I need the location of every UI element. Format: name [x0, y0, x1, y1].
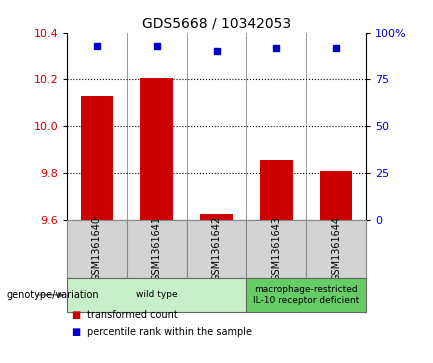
Bar: [81, 96, 113, 220]
Bar: [246, 220, 306, 278]
Text: GSM1361643: GSM1361643: [271, 216, 281, 281]
Text: wild type: wild type: [136, 290, 178, 299]
Text: GSM1361644: GSM1361644: [331, 216, 341, 281]
Bar: [200, 214, 233, 220]
Text: GSM1361642: GSM1361642: [211, 216, 222, 281]
Bar: [187, 220, 246, 278]
Bar: [246, 278, 366, 312]
Text: GSM1361641: GSM1361641: [152, 216, 162, 281]
Text: transformed count: transformed count: [87, 310, 178, 320]
Text: macrophage-restricted
IL-10 receptor deficient: macrophage-restricted IL-10 receptor def…: [253, 285, 359, 305]
Bar: [320, 171, 352, 220]
Bar: [67, 278, 246, 312]
Text: percentile rank within the sample: percentile rank within the sample: [87, 327, 252, 337]
Bar: [140, 78, 173, 220]
Text: GSM1361640: GSM1361640: [92, 216, 102, 281]
Text: genotype/variation: genotype/variation: [6, 290, 99, 300]
Title: GDS5668 / 10342053: GDS5668 / 10342053: [142, 16, 291, 30]
Bar: [260, 160, 293, 220]
Text: ■: ■: [71, 327, 81, 337]
Bar: [306, 220, 366, 278]
Text: ■: ■: [71, 310, 81, 320]
Bar: [67, 220, 127, 278]
Bar: [127, 220, 187, 278]
